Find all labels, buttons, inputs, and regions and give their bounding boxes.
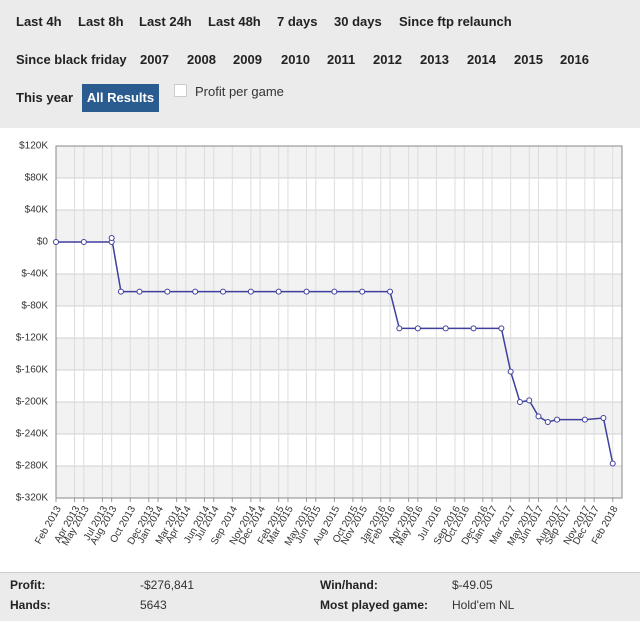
point (507, 368, 514, 375)
filter[interactable]: 2013 (420, 52, 449, 67)
point (275, 288, 282, 295)
stats: Profit: -$276,841 Win/hand: $-49.05 Hands: 56… (0, 572, 640, 621)
point (331, 288, 338, 295)
plot-bg (56, 146, 622, 498)
stat-label: Most played game: (320, 598, 429, 612)
point (414, 325, 421, 332)
point (303, 288, 310, 295)
checkbox-label[interactable]: Profit per game (195, 84, 284, 99)
filter[interactable]: 30 days (334, 14, 382, 29)
point (498, 325, 505, 332)
filter[interactable]: 2012 (373, 52, 402, 67)
point (192, 288, 199, 295)
grid-band (56, 466, 622, 498)
filter[interactable]: 7 days (277, 14, 318, 29)
filter[interactable]: 2015 (514, 52, 543, 67)
point (247, 288, 254, 295)
point (136, 288, 143, 295)
point (220, 288, 227, 295)
filter[interactable]: 2010 (281, 52, 310, 67)
y-tick-label: $-80K (21, 301, 48, 312)
checkbox[interactable] (174, 84, 187, 97)
y-tick-label: $-120K (16, 333, 49, 344)
point (516, 399, 523, 405)
chart: $120K $80K $40K $0 $-40K $-80K $-120K $-160K $-2… (16, 141, 623, 548)
point (53, 239, 59, 245)
stat-value: 5643 (140, 598, 167, 612)
point (80, 239, 87, 245)
stat-label: Hands: (10, 598, 51, 612)
point (396, 325, 403, 332)
grid-band (56, 402, 622, 434)
grid-band (56, 274, 622, 306)
filter[interactable]: 2008 (187, 52, 216, 67)
y-tick-label: $120K (19, 141, 48, 152)
point (526, 397, 533, 404)
stat-label: Profit: (10, 578, 46, 592)
filter[interactable]: Last 48h (208, 14, 261, 29)
filter[interactable]: 2014 (467, 52, 496, 67)
y-tick-label: $-240K (16, 429, 49, 440)
grid-band (56, 338, 622, 370)
point (535, 413, 542, 420)
grid-band (56, 210, 622, 242)
y-tick-label: $40K (25, 205, 49, 216)
filter[interactable]: Since black friday (16, 52, 127, 67)
filter[interactable]: 2011 (327, 52, 356, 67)
y-tick-label: $0 (37, 237, 49, 248)
point (387, 288, 394, 295)
y-tick-label: $-160K (16, 365, 49, 376)
filter[interactable]: Since ftp relaunch (399, 14, 512, 29)
filter[interactable]: 2009 (233, 52, 262, 67)
filter-bar: All Results Profit per game This year La… (0, 0, 640, 128)
point (581, 416, 588, 423)
point (359, 288, 366, 295)
filter[interactable]: Last 24h (139, 14, 192, 29)
point (117, 288, 124, 295)
point (108, 235, 115, 241)
stat-label: Win/hand: (320, 578, 378, 592)
grid-band (56, 146, 622, 178)
y-tick-label: $80K (25, 173, 49, 184)
point (544, 419, 551, 425)
filter[interactable]: 2016 (560, 52, 589, 67)
filter[interactable]: Last 4h (16, 14, 62, 29)
plot-border (55, 145, 623, 499)
y-tick-label: $-280K (16, 461, 49, 472)
y-tick-label: $-40K (21, 269, 48, 280)
point (609, 460, 616, 467)
point (600, 415, 607, 421)
point (442, 325, 449, 332)
stat-value: Hold'em NL (452, 598, 515, 612)
point (470, 325, 477, 332)
y-tick-label: $-320K (16, 493, 49, 504)
stat-value: $-49.05 (452, 578, 493, 592)
selected-filter[interactable]: All Results (82, 84, 159, 112)
y-tick-label: $-200K (16, 397, 49, 408)
point (164, 288, 171, 295)
stat-value: -$276,841 (140, 578, 195, 592)
point (554, 416, 561, 423)
filter[interactable]: Last 8h (78, 14, 124, 29)
filter[interactable]: This year (16, 90, 74, 105)
filter[interactable]: 2007 (140, 52, 169, 67)
